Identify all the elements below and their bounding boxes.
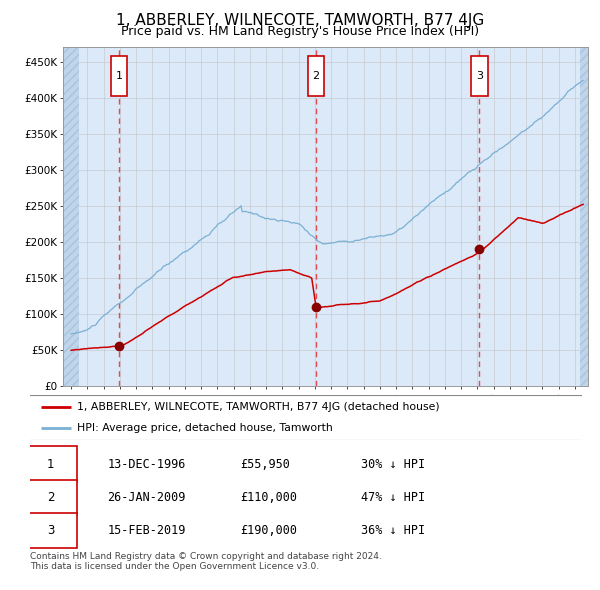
FancyBboxPatch shape xyxy=(471,56,488,96)
Text: Price paid vs. HM Land Registry's House Price Index (HPI): Price paid vs. HM Land Registry's House … xyxy=(121,25,479,38)
Text: 1: 1 xyxy=(47,457,55,471)
FancyBboxPatch shape xyxy=(25,447,77,481)
Text: £190,000: £190,000 xyxy=(240,523,297,537)
Text: 3: 3 xyxy=(47,523,55,537)
FancyBboxPatch shape xyxy=(25,480,77,514)
Bar xyxy=(580,47,588,386)
Text: 1, ABBERLEY, WILNECOTE, TAMWORTH, B77 4JG: 1, ABBERLEY, WILNECOTE, TAMWORTH, B77 4J… xyxy=(116,13,484,28)
Text: 13-DEC-1996: 13-DEC-1996 xyxy=(107,457,185,471)
Text: 2: 2 xyxy=(313,71,320,81)
Text: 30% ↓ HPI: 30% ↓ HPI xyxy=(361,457,425,471)
Text: 15-FEB-2019: 15-FEB-2019 xyxy=(107,523,185,537)
Text: HPI: Average price, detached house, Tamworth: HPI: Average price, detached house, Tamw… xyxy=(77,422,332,432)
FancyBboxPatch shape xyxy=(308,56,324,96)
Text: 1, ABBERLEY, WILNECOTE, TAMWORTH, B77 4JG (detached house): 1, ABBERLEY, WILNECOTE, TAMWORTH, B77 4J… xyxy=(77,402,440,412)
Text: 1: 1 xyxy=(116,71,122,81)
Bar xyxy=(63,47,79,386)
FancyBboxPatch shape xyxy=(25,513,77,548)
Text: 3: 3 xyxy=(476,71,483,81)
Text: £55,950: £55,950 xyxy=(240,457,290,471)
Text: 47% ↓ HPI: 47% ↓ HPI xyxy=(361,490,425,504)
Text: 26-JAN-2009: 26-JAN-2009 xyxy=(107,490,185,504)
Text: 36% ↓ HPI: 36% ↓ HPI xyxy=(361,523,425,537)
FancyBboxPatch shape xyxy=(111,56,127,96)
Text: Contains HM Land Registry data © Crown copyright and database right 2024.
This d: Contains HM Land Registry data © Crown c… xyxy=(30,552,382,571)
Text: 2: 2 xyxy=(47,490,55,504)
FancyBboxPatch shape xyxy=(25,395,587,440)
Text: £110,000: £110,000 xyxy=(240,490,297,504)
